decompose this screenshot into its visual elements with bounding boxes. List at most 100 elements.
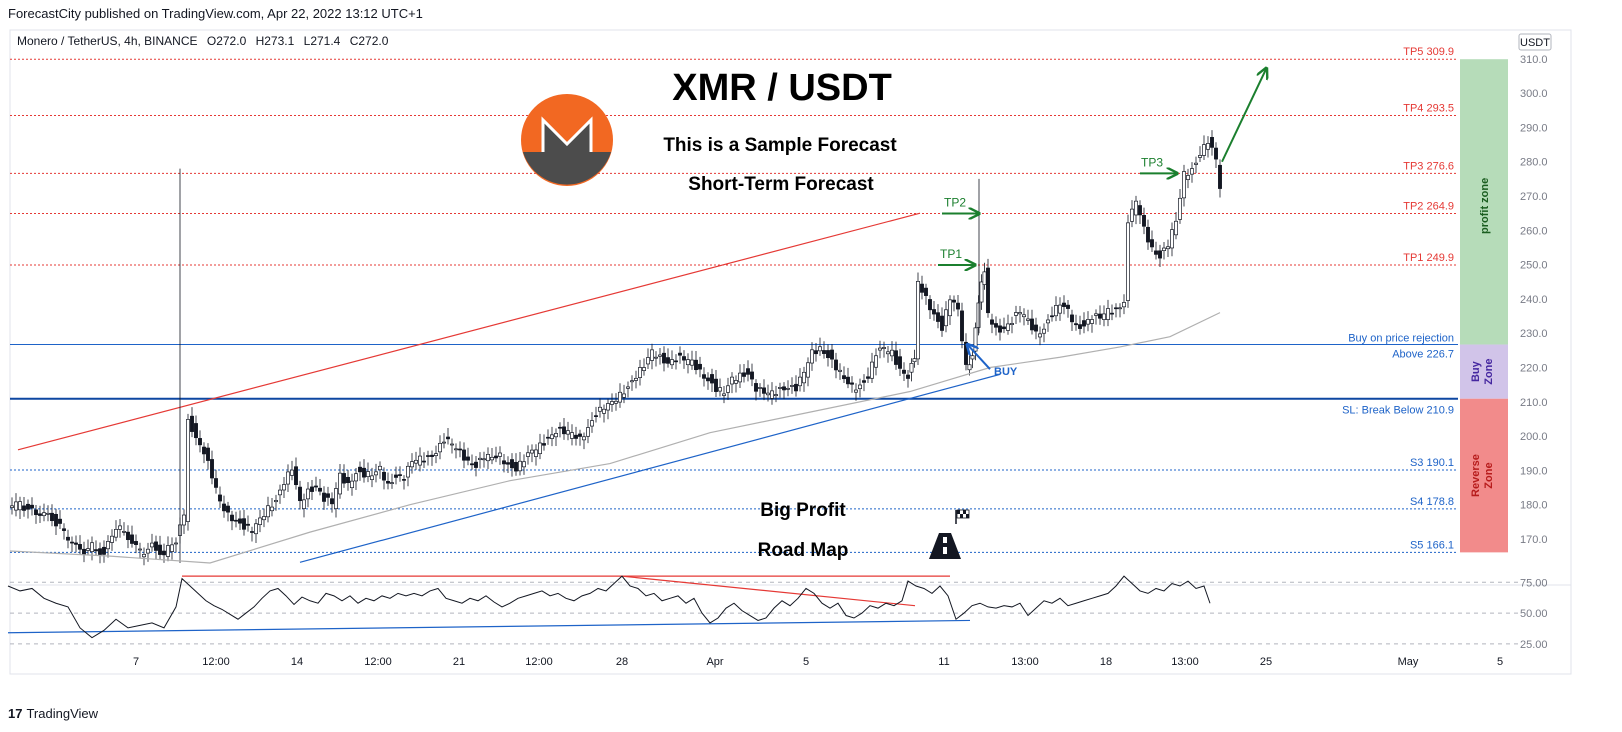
rsi-trendlines [7, 575, 971, 634]
short-term-text: Short-Term Forecast [688, 174, 874, 195]
candle-body [678, 352, 682, 356]
candle-body [964, 341, 968, 365]
candle-body [446, 436, 450, 440]
road-icon [929, 533, 961, 559]
candle-body [298, 486, 302, 502]
ohlc-high: H273.1 [256, 34, 295, 48]
candle-body [1086, 319, 1090, 325]
price-tick-label: 240.0 [1520, 294, 1548, 306]
price-tick-label: 200.0 [1520, 431, 1548, 443]
candle-body [890, 349, 894, 357]
tradingview-brand[interactable]: TradingView [26, 706, 99, 721]
price-tick-label: 260.0 [1520, 225, 1548, 237]
candle-body [979, 281, 984, 303]
candles [10, 130, 1222, 566]
candle-body [912, 358, 917, 363]
candle-body [874, 355, 878, 368]
time-tick-label: 13:00 [1171, 656, 1199, 668]
candle-body [674, 360, 678, 363]
candle-body [230, 514, 234, 522]
candle-body [642, 367, 646, 371]
candle-body [1034, 324, 1038, 332]
candle-body [1090, 319, 1094, 324]
candle-body [310, 486, 314, 492]
level-sublabel-entry: Buy on price rejection [1348, 333, 1454, 345]
rsi-line [7, 575, 1211, 639]
price-tick-label: 270.0 [1520, 191, 1548, 203]
candle-body [1002, 326, 1006, 330]
candle-body [358, 466, 362, 473]
candle-body [1138, 205, 1142, 216]
profit-zone-label: profit zone [1479, 178, 1491, 234]
level-label-tp5: TP5 309.9 [1403, 46, 1454, 58]
candle-body [834, 359, 838, 371]
candle-body [270, 506, 274, 512]
candle-body [662, 352, 666, 364]
candle-body [406, 465, 410, 478]
candle-body [466, 456, 470, 461]
candle-body [410, 461, 414, 468]
candle-body [786, 387, 790, 390]
candle-body [34, 509, 38, 516]
price-axis: 170.0 180.0 190.0 200.0 210.0 220.0 230.0 240.0… [1520, 54, 1548, 546]
currency-badge[interactable] [1518, 33, 1552, 51]
candle-body [526, 452, 530, 457]
candle-body [1094, 313, 1098, 316]
candle-body [562, 426, 566, 435]
level-label-s4: S4 178.8 [1410, 496, 1454, 508]
candle-body [670, 359, 674, 366]
candle-body [948, 299, 952, 317]
candle-body [1194, 162, 1198, 165]
candle-body [234, 519, 238, 522]
candle-body [944, 309, 948, 327]
candle-body [214, 478, 218, 488]
price-tick-label: 280.0 [1520, 157, 1548, 169]
candle-body [294, 466, 298, 486]
candle-body [818, 346, 822, 352]
candle-body [698, 363, 702, 370]
candle-body [158, 544, 162, 555]
candle-body [916, 280, 920, 360]
candle-body [842, 375, 846, 380]
candle-body [390, 482, 394, 484]
candle-body [1202, 144, 1206, 156]
candle-body [146, 548, 150, 554]
tp-markers: TP1 TP2 TP3 BUY [938, 69, 1266, 378]
candle-body [86, 548, 90, 551]
candle-body [478, 457, 482, 461]
candle-body [1058, 304, 1062, 314]
candle-body [726, 385, 730, 393]
candle-body [798, 376, 802, 387]
candle-body [350, 480, 354, 489]
ohlc-open: O272.0 [207, 34, 247, 48]
candle-body [258, 517, 262, 526]
candle-body [1146, 226, 1150, 243]
candle-body [1142, 215, 1146, 227]
candle-body [924, 287, 928, 296]
candle-body [506, 462, 510, 465]
candle-body [22, 505, 26, 511]
candle-body [110, 535, 114, 543]
candle-body [1042, 328, 1046, 334]
time-tick-label: 28 [616, 656, 628, 668]
candle-body [58, 518, 62, 524]
candle-body [822, 350, 826, 354]
candle-body [202, 446, 206, 455]
candle-body [734, 380, 738, 384]
candle-body [1158, 250, 1162, 259]
candle-body [758, 387, 762, 389]
candle-body [574, 434, 578, 439]
published-caption: ForecastCity published on TradingView.co… [8, 6, 423, 21]
candle-body [30, 504, 34, 509]
candle-body [742, 372, 746, 377]
time-tick-label: 12:00 [202, 656, 230, 668]
time-tick-label: Apr [706, 656, 723, 668]
candle-body [706, 377, 710, 382]
candle-body [334, 488, 338, 510]
candle-body [386, 481, 390, 484]
candle-body [26, 503, 30, 510]
candle-body [262, 516, 266, 521]
candle-body [226, 505, 230, 513]
level-label-tp4: TP4 293.5 [1403, 102, 1454, 114]
